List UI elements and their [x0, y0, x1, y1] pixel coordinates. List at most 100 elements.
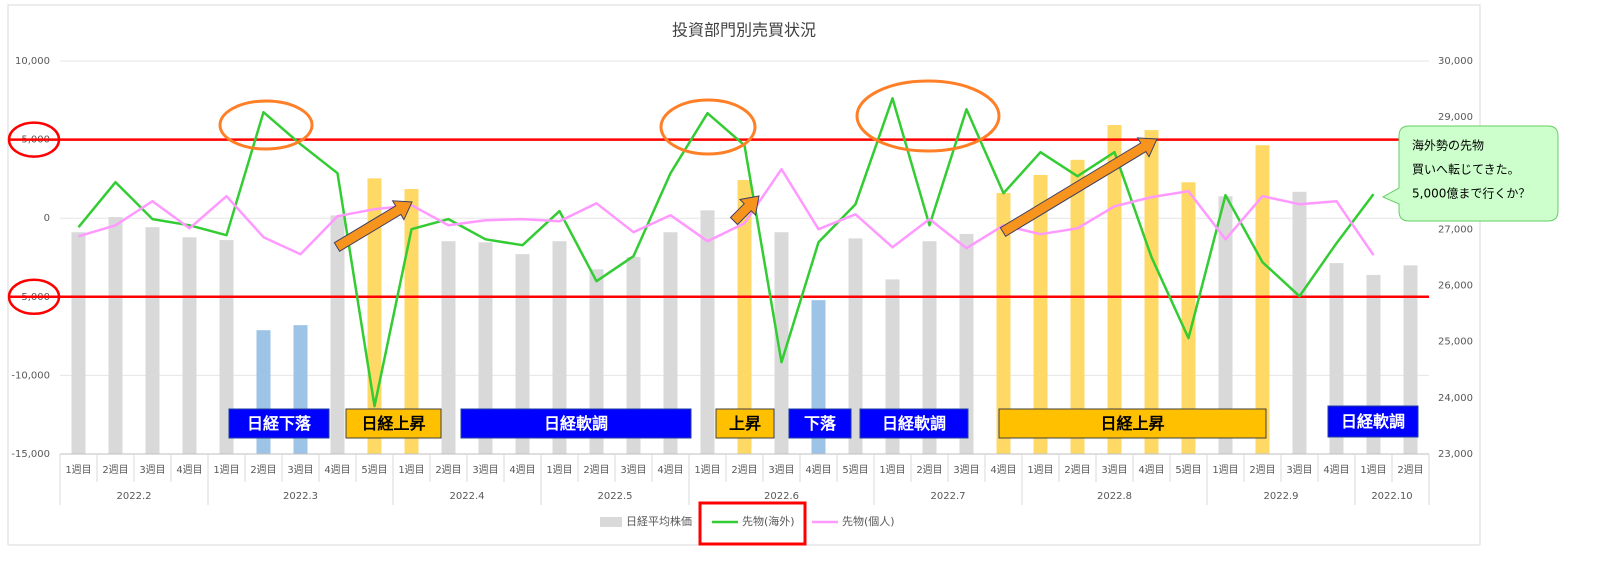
y2-tick-label: 25,000 [1438, 337, 1473, 348]
bar [663, 232, 678, 454]
bar [774, 232, 789, 454]
bar [145, 227, 160, 454]
group-label: 2022.5 [598, 491, 633, 502]
x-tick-label: 3週目 [768, 464, 794, 476]
annotation-text: 日経軟調 [882, 414, 946, 433]
x-tick-label: 1週目 [546, 464, 572, 476]
x-tick-label: 3週目 [953, 464, 979, 476]
x-tick-label: 1週目 [1360, 464, 1386, 476]
x-tick-label: 1週目 [213, 464, 239, 476]
annotation-box [460, 408, 692, 439]
annotation-text: 日経下落 [247, 414, 312, 433]
annotation-text: 下落 [804, 414, 837, 433]
highlight-ellipse [218, 99, 314, 151]
x-tick-label: 3週目 [287, 464, 313, 476]
x-tick-label: 2週目 [1249, 464, 1275, 476]
legend-highlight [698, 501, 807, 546]
x-tick-label: 4週目 [657, 464, 683, 476]
x-tick-label: 2週目 [916, 464, 942, 476]
y2-tick-label: 27,000 [1438, 224, 1473, 235]
x-tick-label: 2週目 [102, 464, 128, 476]
bar [589, 269, 604, 454]
group-label: 2022.4 [450, 491, 485, 502]
annotation-box [228, 408, 330, 439]
x-tick-label: 4週目 [324, 464, 350, 476]
x-tick-label: 2週目 [583, 464, 609, 476]
x-tick-label: 3週目 [472, 464, 498, 476]
line-series [77, 97, 1375, 408]
annotation-text: 日経軟調 [1341, 412, 1405, 431]
highlight-ellipse [855, 79, 1001, 153]
bar [478, 242, 493, 454]
x-tick-label: 1週目 [65, 464, 91, 476]
group-label: 2022.10 [1371, 491, 1412, 502]
bar [441, 241, 456, 454]
legend-label: 日経平均株価 [626, 514, 692, 528]
bar [1255, 145, 1270, 454]
trend-arrow [999, 137, 1158, 237]
annotation-text: 上昇 [729, 414, 761, 433]
callout-text: 5,000億まで行くか？ [1412, 187, 1530, 201]
line-series [78, 167, 1375, 256]
bar [1218, 196, 1233, 454]
legend-label: 先物(個人) [842, 514, 895, 528]
bar [404, 189, 419, 454]
annotation-text: 日経軟調 [544, 414, 608, 433]
annotation-box [1327, 405, 1419, 438]
x-tick-label: 1週目 [1027, 464, 1053, 476]
bar [219, 240, 234, 454]
group-label: 2022.9 [1264, 491, 1299, 502]
x-tick-label: 4週目 [1138, 464, 1164, 476]
bar [996, 192, 1011, 454]
annotation-box [715, 408, 775, 439]
chart-title: 投資部門別売買状況 [672, 21, 816, 40]
group-label: 2022.3 [283, 491, 318, 502]
y2-tick-label: 23,000 [1438, 449, 1473, 460]
bar [626, 256, 641, 454]
bar [700, 210, 715, 454]
x-tick-label: 4週目 [509, 464, 535, 476]
x-tick-label: 3週目 [1101, 464, 1127, 476]
callout-text: 買いへ転じてきた。 [1412, 163, 1520, 177]
bar [1107, 125, 1122, 454]
x-tick-label: 2週目 [435, 464, 461, 476]
bar [1181, 182, 1196, 455]
bar [108, 217, 123, 454]
annotation-box [998, 408, 1267, 439]
x-tick-label: 4週目 [1323, 464, 1349, 476]
x-tick-label: 4週目 [805, 464, 831, 476]
highlight-ellipse [659, 98, 757, 156]
bar [182, 237, 197, 454]
group-label: 2022.7 [931, 491, 966, 502]
x-tick-label: 5週目 [361, 464, 387, 476]
x-tick-label: 4週目 [990, 464, 1016, 476]
bar [922, 241, 937, 454]
highlight-circle [7, 121, 61, 158]
x-tick-label: 1週目 [398, 464, 424, 476]
group-label: 2022.8 [1097, 491, 1132, 502]
trend-arrow [729, 195, 760, 226]
y2-tick-label: 30,000 [1438, 56, 1473, 67]
bar [1070, 159, 1085, 454]
x-tick-label: 3週目 [620, 464, 646, 476]
highlight-circle [7, 278, 61, 316]
group-label: 2022.6 [764, 491, 799, 502]
y-tick-label: 10,000 [15, 56, 50, 67]
annotation-text: 日経上昇 [361, 414, 425, 433]
y-tick-label: 0 [44, 213, 50, 224]
x-tick-label: 2週目 [1397, 464, 1423, 476]
x-tick-label: 5週目 [1175, 464, 1201, 476]
trend-arrow [333, 200, 413, 252]
annotation-box [345, 408, 442, 439]
bar [1292, 191, 1307, 454]
x-tick-label: 1週目 [694, 464, 720, 476]
bar [848, 238, 863, 454]
bar [737, 180, 752, 454]
annotation-box [859, 408, 969, 439]
bar [71, 232, 86, 454]
y-tick-label: -10,000 [11, 370, 50, 381]
legend-swatch [600, 517, 622, 527]
y2-tick-label: 24,000 [1438, 393, 1473, 404]
x-tick-label: 1週目 [879, 464, 905, 476]
